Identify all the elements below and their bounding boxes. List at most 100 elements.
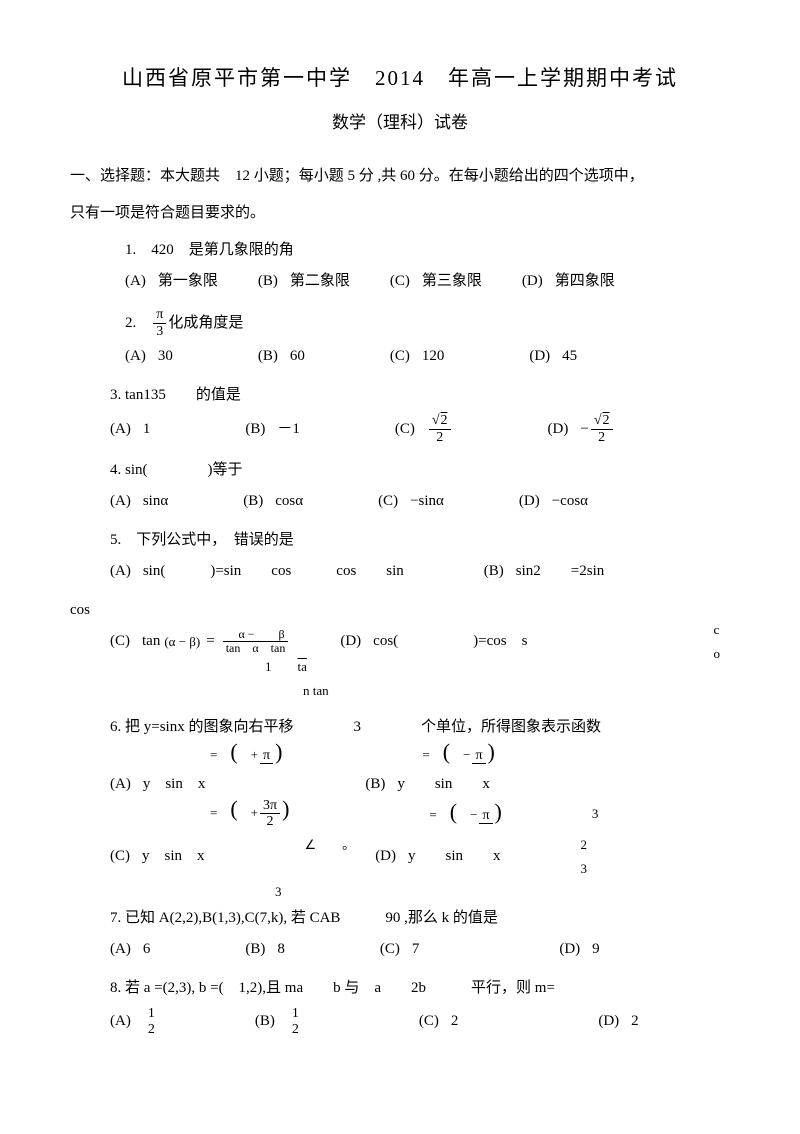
label-b: (B) [245, 936, 265, 963]
q1-text: 1. 420 是第几象限的角 [125, 237, 730, 264]
label-a: (A) [125, 343, 146, 370]
q4-opt-b: cosα [275, 488, 303, 515]
label-c: (C) [390, 343, 410, 370]
q7-opt-a: 6 [143, 936, 151, 963]
q8-frac-a: 12 [145, 1006, 158, 1037]
q4-opt-c: −sinα [410, 488, 444, 515]
q6-opt-b: y sin x [397, 771, 490, 798]
q1-opt-c: 第三象限 [422, 268, 482, 295]
label-a: (A) [110, 416, 131, 443]
label-b: (B) [258, 343, 278, 370]
q3-opt-b: －1 [277, 416, 300, 443]
section-intro-2: 只有一项是符合题目要求的。 [70, 200, 730, 227]
page-title: 山西省原平市第一中学 2014 年高一上学期期中考试 [70, 60, 730, 98]
three: 3 [592, 802, 599, 825]
paren-eq1: = ( +π ) [210, 741, 282, 766]
pi-over-3: π3 [153, 307, 166, 339]
question-1: 1. 420 是第几象限的角 (A) 第一象限 (B) 第二象限 (C) 第三象限 (… [125, 237, 730, 295]
q2-opt-b: 60 [290, 343, 305, 370]
label-c: (C) [378, 488, 398, 515]
q2-pre: 2. [125, 310, 151, 337]
q3-text: 3. tan135 的值是 [110, 382, 730, 409]
q4-text: 4. sin( )等于 [110, 457, 730, 484]
q3-opt-a: 1 [143, 416, 151, 443]
q7-opt-d: 9 [592, 936, 600, 963]
q8-text: 8. 若 a =(2,3), b =( 1,2),且 ma b 与 a 2b 平… [110, 975, 730, 1002]
q7-opt-b: 8 [277, 936, 285, 963]
q8-opt-c: 2 [451, 1008, 459, 1035]
q6-pre: 6. 把 y=sinx 的图象向右平移 [110, 714, 293, 741]
label-d: (D) [559, 936, 580, 963]
label-d: (D) [375, 843, 396, 870]
label-a: (A) [110, 488, 131, 515]
q1-opt-d: 第四象限 [555, 268, 615, 295]
alpha-minus-beta: (α − β) [164, 630, 200, 653]
label-a: (A) [125, 268, 146, 295]
tan-denom-extra: 1 tan tan [265, 655, 730, 702]
cos-vert: co [714, 618, 721, 665]
label-a: (A) [110, 771, 131, 798]
q6-opt-a: y sin x [143, 771, 206, 798]
label-c: (C) [110, 843, 130, 870]
sqrt2-over-2: √22 [429, 413, 451, 445]
paren-eq4: = ( −π ) [429, 801, 501, 826]
question-5: 5. 下列公式中， 错误的是 (A) sin( )=sin cos cos sin… [110, 527, 730, 585]
label-d: (D) [522, 268, 543, 295]
q4-opt-a: sinα [143, 488, 168, 515]
label-c: (C) [380, 936, 400, 963]
label-b: (B) [365, 771, 385, 798]
page-subtitle: 数学（理科）试卷 [70, 108, 730, 139]
question-7: 7. 已知 A(2,2),B(1,3),C(7,k), 若 CAB 90 ,那么… [110, 905, 730, 963]
paren-eq2: = ( −π ) [422, 741, 494, 766]
q5-cos-trail: cos [70, 597, 730, 624]
label-c: (C) [395, 416, 415, 443]
q6-three: 3 [275, 880, 730, 903]
q1-opt-a: 第一象限 [158, 268, 218, 295]
label-c: (C) [419, 1008, 439, 1035]
label-b: (B) [245, 416, 265, 443]
paren-eq3: = ( +3π2) [210, 798, 289, 830]
label-b: (B) [255, 1008, 275, 1035]
neg-sqrt2-over-2: √22 [591, 413, 613, 445]
label-b: (B) [484, 558, 504, 585]
q7-text: 7. 已知 A(2,2),B(1,3),C(7,k), 若 CAB 90 ,那么… [110, 905, 730, 932]
q5-text: 5. 下列公式中， 错误的是 [110, 527, 730, 554]
q5-opt-a: sin( )=sin cos cos sin [143, 558, 404, 585]
tan-frac: α − β tan α tan [223, 628, 289, 655]
question-3: 3. tan135 的值是 (A) 1 (B) －1 (C) √22 (D) − √… [110, 382, 730, 445]
q5-tan: tan [142, 628, 160, 655]
two-three: 23 [581, 833, 588, 880]
section-intro-1: 一、选择题：本大题共 12 小题；每小题 5 分 ,共 60 分。在每小题给出的… [70, 163, 730, 190]
label-b: (B) [258, 268, 278, 295]
label-d: (D) [519, 488, 540, 515]
label-c: (C) [390, 268, 410, 295]
question-8: 8. 若 a =(2,3), b =( 1,2),且 ma b 与 a 2b 平… [110, 975, 730, 1037]
q6-opt-d: y sin x [408, 843, 501, 870]
q5-opt-b: sin2 =2sin [516, 558, 604, 585]
label-a: (A) [110, 936, 131, 963]
q8-frac-b: 12 [289, 1006, 302, 1037]
label-d: (D) [340, 628, 361, 655]
label-c: (C) [110, 628, 130, 655]
label-b: (B) [243, 488, 263, 515]
label-a: (A) [110, 1008, 131, 1035]
neg-sign: − [580, 416, 588, 443]
q6-post: 个单位，所得图象表示函数 [421, 714, 601, 741]
q4-opt-d: −cosα [552, 488, 588, 515]
q5-opt-d: cos( )=cos s [373, 628, 527, 655]
label-d: (D) [529, 343, 550, 370]
q6-mid: 3 [353, 714, 361, 741]
question-5b: (C) tan (α − β) = α − β tan α tan (D) co… [110, 628, 730, 702]
q8-opt-d: 2 [631, 1008, 639, 1035]
q6-opt-c: y sin x [142, 843, 205, 870]
q7-opt-c: 7 [412, 936, 420, 963]
q2-opt-a: 30 [158, 343, 173, 370]
question-4: 4. sin( )等于 (A) sinα (B) cosα (C) −sinα (D)… [110, 457, 730, 515]
label-d: (D) [548, 416, 569, 443]
q1-opt-b: 第二象限 [290, 268, 350, 295]
angle-dot: ∠ 。 [305, 833, 356, 880]
q2-post: 化成角度是 [168, 310, 243, 337]
label-a: (A) [110, 558, 131, 585]
question-2: 2. π3 化成角度是 (A)30 (B)60 (C)120 (D)45 [125, 307, 730, 370]
q2-opt-d: 45 [562, 343, 577, 370]
